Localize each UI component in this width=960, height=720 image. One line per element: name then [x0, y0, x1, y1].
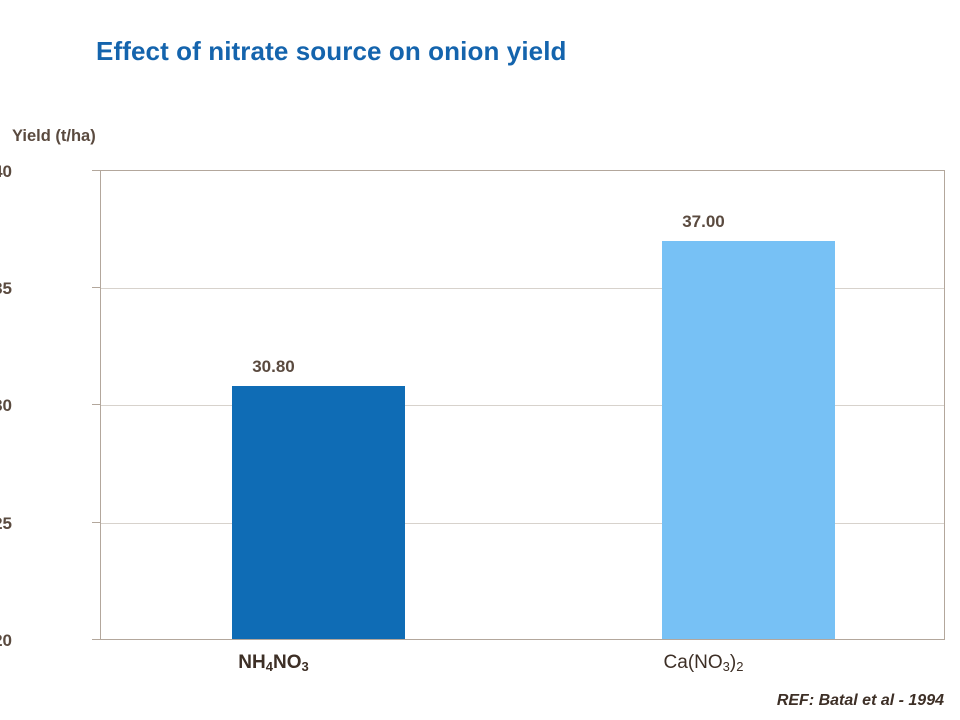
- bar-cano32[interactable]: [662, 241, 835, 639]
- y-tick-label-25: 25: [0, 514, 12, 533]
- y-tick-label-30: 30: [0, 396, 12, 415]
- y-tick-label-35: 35: [0, 279, 12, 298]
- y-tick-mark-35: [92, 287, 100, 288]
- y-tick-mark-25: [92, 522, 100, 523]
- category-label-cano32: Ca(NO3)2: [663, 652, 744, 674]
- y-tick-label-20: 20: [0, 631, 12, 650]
- y-tick-mark-40: [92, 170, 100, 171]
- bar-value-nh4no3: 30.80: [252, 357, 295, 376]
- chart-title: Effect of nitrate source on onion yield: [96, 36, 567, 66]
- plot-area: [100, 170, 945, 640]
- gridline-35: [101, 288, 944, 289]
- bar-nh4no3[interactable]: [232, 386, 405, 639]
- y-tick-label-40: 40: [0, 162, 12, 181]
- category-label-nh4no3: NH4NO3: [238, 652, 309, 674]
- gridline-30: [101, 405, 944, 406]
- y-axis-label: Yield (t/ha): [12, 127, 96, 145]
- gridline-25: [101, 523, 944, 524]
- y-tick-mark-30: [92, 404, 100, 405]
- y-tick-mark-20: [92, 639, 100, 640]
- reference-annotation: REF: Batal et al - 1994: [776, 692, 944, 709]
- bar-value-cano32: 37.00: [682, 212, 725, 231]
